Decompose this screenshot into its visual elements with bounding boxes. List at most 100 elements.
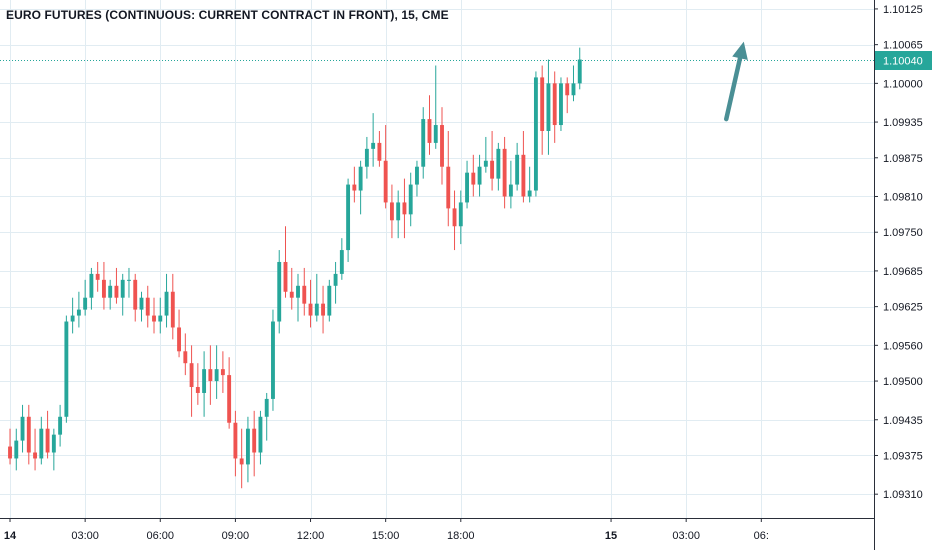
candle-body bbox=[508, 184, 513, 197]
candle bbox=[433, 65, 438, 149]
candle-body bbox=[559, 83, 563, 126]
candle bbox=[333, 261, 338, 304]
candle bbox=[552, 71, 557, 143]
candle bbox=[321, 285, 325, 334]
candle-body bbox=[415, 166, 419, 185]
candle bbox=[220, 351, 225, 393]
candle-body bbox=[145, 297, 150, 316]
candle bbox=[95, 261, 100, 292]
candle-body bbox=[552, 83, 557, 126]
candle bbox=[233, 410, 238, 477]
candle-body bbox=[389, 202, 394, 221]
candle-body bbox=[452, 208, 457, 227]
candle bbox=[51, 428, 56, 471]
candle-body bbox=[133, 279, 138, 310]
candle-body bbox=[14, 440, 19, 459]
candle-body bbox=[220, 369, 225, 376]
candle-body bbox=[371, 142, 376, 149]
candle-body bbox=[364, 148, 369, 167]
candle-body bbox=[214, 369, 219, 382]
candle-body bbox=[20, 416, 25, 441]
y-tick-label: 1.09935 bbox=[883, 117, 923, 129]
last-price-label: 1.10040 bbox=[883, 56, 923, 68]
candle-body bbox=[26, 416, 31, 453]
candle-body bbox=[308, 303, 313, 316]
candle bbox=[352, 166, 357, 203]
candle bbox=[465, 160, 469, 209]
candle bbox=[408, 172, 413, 227]
candle-body bbox=[377, 142, 382, 161]
candle-body bbox=[289, 291, 294, 298]
candle-body bbox=[152, 315, 156, 322]
candle bbox=[358, 160, 363, 215]
y-tick-label: 1.09810 bbox=[883, 191, 923, 203]
candle-body bbox=[533, 77, 538, 191]
candle bbox=[308, 279, 313, 328]
candle bbox=[245, 416, 250, 483]
candle bbox=[540, 65, 545, 155]
arrow-shaft bbox=[723, 56, 743, 122]
candle bbox=[377, 130, 382, 167]
annotations-layer bbox=[0, 41, 874, 122]
candle-body bbox=[490, 160, 495, 179]
y-tick-label: 1.09625 bbox=[883, 302, 923, 314]
candle-body bbox=[458, 202, 463, 227]
candle bbox=[76, 291, 81, 328]
candle-body bbox=[177, 327, 181, 352]
candle bbox=[577, 47, 582, 90]
candle-body bbox=[170, 291, 175, 328]
candle-body bbox=[496, 148, 501, 179]
candle bbox=[89, 267, 94, 310]
candle bbox=[252, 410, 257, 477]
candle-body bbox=[477, 166, 482, 185]
x-tick-label: 15 bbox=[605, 530, 617, 542]
candle-body bbox=[245, 428, 250, 465]
candle bbox=[296, 273, 300, 322]
candle-body bbox=[440, 125, 444, 167]
candle-body bbox=[383, 160, 388, 203]
y-tick-label: 1.09310 bbox=[883, 489, 923, 501]
candle-body bbox=[95, 273, 100, 280]
candle-body bbox=[120, 279, 125, 298]
candle-body bbox=[76, 309, 81, 316]
candle bbox=[152, 297, 156, 334]
candle-body bbox=[8, 446, 12, 459]
y-tick-label: 1.09685 bbox=[883, 266, 923, 278]
candle bbox=[139, 291, 144, 322]
candle bbox=[527, 166, 532, 203]
x-tick-label: 18:00 bbox=[447, 530, 475, 542]
candle-body bbox=[502, 148, 507, 197]
candle-body bbox=[83, 297, 88, 310]
candle-body bbox=[139, 297, 144, 310]
candle-body bbox=[465, 172, 469, 203]
candle-body bbox=[571, 83, 576, 96]
x-tick-label: 14 bbox=[4, 530, 17, 542]
candle-body bbox=[58, 416, 63, 435]
candle-body bbox=[408, 184, 413, 215]
candle bbox=[183, 333, 188, 376]
candle bbox=[83, 279, 88, 316]
candle-body bbox=[264, 398, 269, 417]
candle bbox=[277, 250, 282, 334]
candle bbox=[14, 428, 19, 471]
candle-body bbox=[565, 83, 570, 96]
candle-body bbox=[302, 285, 307, 304]
candle bbox=[158, 297, 163, 334]
candle bbox=[364, 136, 369, 179]
candle bbox=[452, 190, 457, 251]
candle-body bbox=[89, 273, 94, 298]
candle bbox=[502, 136, 507, 209]
candle-body bbox=[421, 119, 426, 167]
candle-body bbox=[433, 125, 438, 143]
candle-body bbox=[402, 202, 407, 215]
y-tick-label: 1.09875 bbox=[883, 153, 923, 165]
candle bbox=[565, 77, 570, 114]
candle bbox=[421, 107, 426, 179]
candle-body bbox=[527, 190, 532, 197]
candle bbox=[515, 142, 520, 191]
candle-body bbox=[227, 375, 232, 423]
candle bbox=[33, 428, 38, 471]
time-axis-panel bbox=[0, 518, 874, 550]
candle bbox=[133, 273, 138, 322]
